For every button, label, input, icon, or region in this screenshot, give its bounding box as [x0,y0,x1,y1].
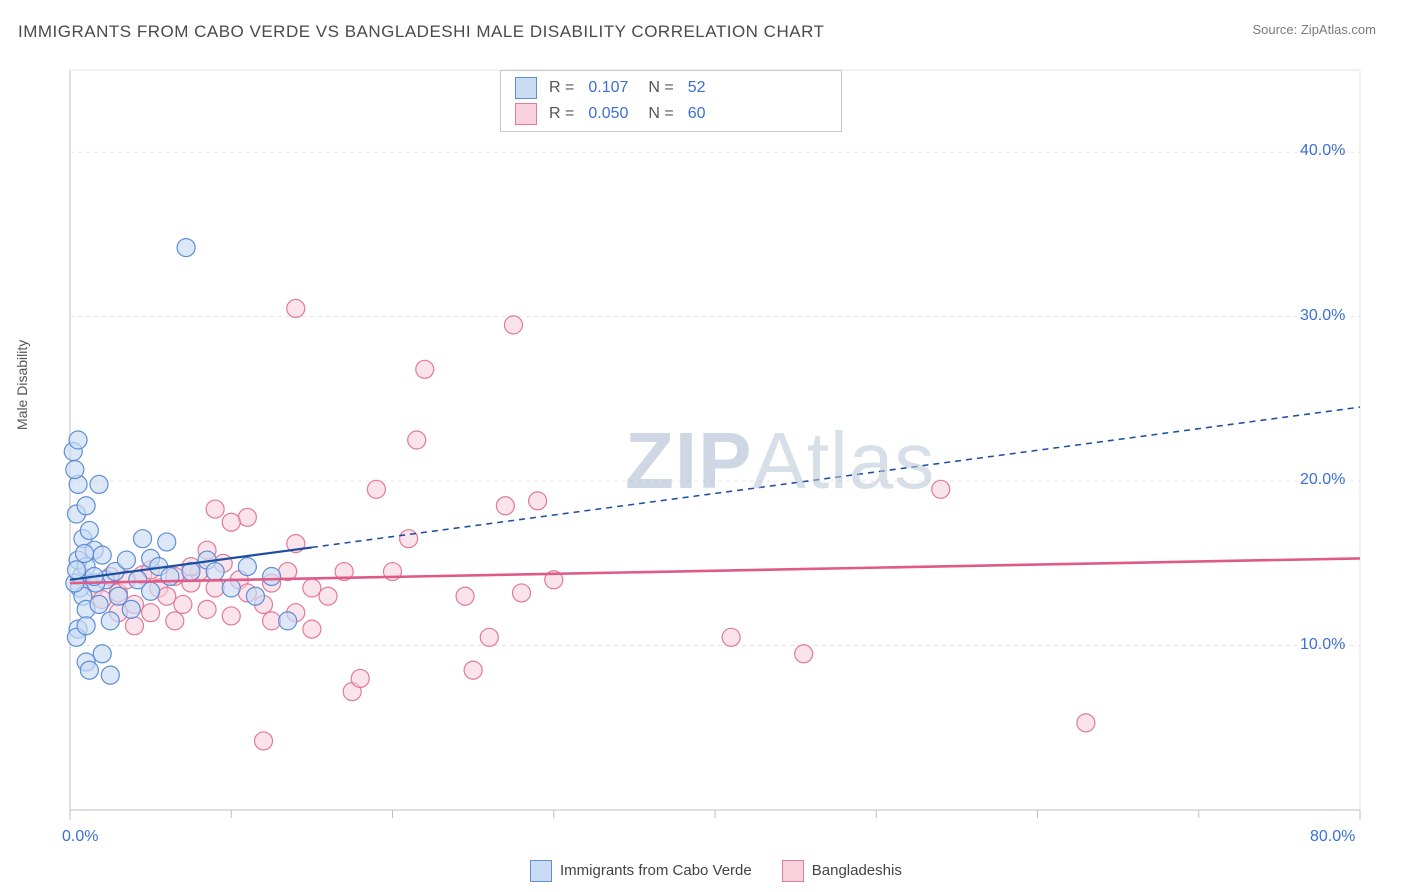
source-prefix: Source: [1252,22,1300,37]
axis-tick-label: 20.0% [1300,471,1345,489]
legend-swatch [515,77,537,99]
source-link[interactable]: ZipAtlas.com [1301,22,1376,37]
scatter-chart [50,60,1380,830]
axis-tick-label: 80.0% [1310,828,1355,846]
stat-n-label: N = [648,105,673,123]
legend-swatch [515,103,537,125]
legend-item: Bangladeshis [782,860,902,882]
stat-r-label: R = [549,79,574,97]
chart-title: IMMIGRANTS FROM CABO VERDE VS BANGLADESH… [18,22,824,42]
stats-row: R = 0.107 N = 52 [501,75,841,101]
axis-tick-label: 40.0% [1300,142,1345,160]
source-attribution: Source: ZipAtlas.com [1252,22,1376,37]
series-legend: Immigrants from Cabo Verde Bangladeshis [530,860,902,882]
axis-tick-label: 30.0% [1300,307,1345,325]
stats-row: R = 0.050 N = 60 [501,101,841,127]
chart-area [50,60,1380,830]
stat-r-label: R = [549,105,574,123]
stat-n-value: 52 [688,79,706,97]
stat-n-value: 60 [688,105,706,123]
stat-r-value: 0.050 [588,105,628,123]
legend-item: Immigrants from Cabo Verde [530,860,752,882]
stat-n-label: N = [648,79,673,97]
axis-tick-label: 10.0% [1300,636,1345,654]
legend-label: Bangladeshis [812,862,902,879]
legend-label: Immigrants from Cabo Verde [560,862,752,879]
correlation-stats-box: R = 0.107 N = 52 R = 0.050 N = 60 [500,70,842,132]
legend-swatch [782,860,804,882]
legend-swatch [530,860,552,882]
stat-r-value: 0.107 [588,79,628,97]
y-axis-label: Male Disability [14,340,30,430]
axis-tick-label: 0.0% [62,828,98,846]
